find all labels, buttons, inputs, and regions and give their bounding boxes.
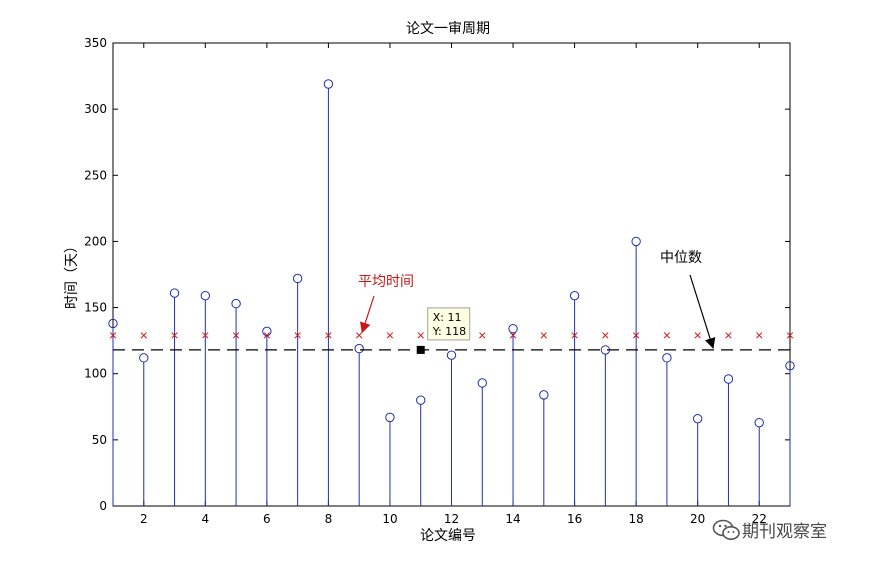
mean-marker	[756, 332, 763, 339]
y-tick-label: 200	[84, 234, 107, 248]
mean-marker	[356, 332, 363, 339]
mean-annotation-arrow	[360, 295, 375, 334]
mean-marker	[602, 332, 609, 339]
x-tick-label: 16	[567, 512, 582, 526]
mean-marker	[263, 332, 271, 339]
stem-marker	[108, 318, 118, 329]
mean-marker	[786, 332, 794, 339]
watermark-text: 期刊观察室	[742, 522, 827, 542]
y-tick-label: 300	[84, 102, 107, 116]
stem-marker	[323, 79, 334, 89]
x-tick-label: 2	[140, 512, 148, 526]
mean-marker	[171, 332, 178, 339]
mean-marker	[479, 332, 486, 339]
mean-marker	[509, 332, 517, 339]
mean-marker	[663, 332, 671, 339]
stem-marker	[631, 236, 641, 247]
datatip-point	[416, 345, 425, 354]
stem-marker	[385, 412, 395, 423]
stem-marker	[754, 417, 764, 428]
stem-marker	[200, 290, 211, 301]
stem-marker	[231, 298, 241, 309]
stem-marker	[723, 374, 734, 384]
mean-marker	[294, 332, 301, 339]
datatip-x-label: X: 11	[433, 311, 462, 324]
x-tick-label: 10	[382, 512, 397, 526]
mean-marker	[109, 332, 117, 339]
y-tick-label: 250	[84, 168, 107, 182]
y-tick-label: 350	[84, 36, 107, 50]
y-tick-label: 150	[84, 301, 107, 315]
stem-marker	[262, 326, 272, 337]
chart-title: 论文一审周期	[406, 21, 490, 37]
datatip-box	[427, 307, 471, 341]
mean-marker	[632, 332, 640, 339]
mean-marker	[725, 332, 732, 339]
mean-marker	[232, 332, 240, 339]
mean-marker	[325, 332, 332, 339]
stem-marker	[508, 324, 518, 334]
y-tick-label: 50	[92, 433, 107, 447]
x-tick-label: 18	[628, 512, 643, 526]
mean-marker	[417, 332, 424, 339]
median-annotation-label: 中位数	[660, 250, 702, 266]
mean-annotation-label: 平均时间	[358, 274, 414, 290]
stem-marker	[785, 361, 795, 371]
x-tick-label: 20	[690, 512, 705, 526]
watermark: 期刊观察室	[712, 517, 827, 542]
mean-marker	[202, 332, 209, 339]
x-tick-label: 14	[505, 512, 520, 526]
x-tick-label: 12	[444, 512, 459, 526]
x-tick-label: 22	[752, 512, 767, 526]
stem-marker	[292, 273, 303, 284]
stem-marker	[569, 290, 580, 301]
datatip-y-label: Y: 118	[432, 325, 466, 338]
mean-marker	[571, 332, 578, 339]
y-tick-label: 100	[84, 367, 107, 381]
mean-marker	[540, 332, 547, 339]
stem-marker	[416, 395, 426, 405]
stem-marker	[662, 353, 672, 363]
stem-marker	[477, 378, 487, 388]
stem-marker	[354, 343, 364, 354]
x-axis-label: 论文编号	[420, 528, 476, 544]
x-tick-label: 6	[263, 512, 271, 526]
y-tick-label: 0	[99, 499, 107, 513]
mean-marker	[386, 332, 394, 339]
stem-marker	[446, 350, 457, 360]
stem-marker	[139, 353, 149, 363]
y-axis-label: 时间（天）	[64, 239, 80, 309]
wechat-icon	[712, 519, 740, 540]
stem-marker	[169, 288, 180, 298]
stem-marker	[539, 390, 549, 400]
mean-marker	[140, 332, 147, 339]
mean-marker	[694, 332, 701, 339]
x-tick-label: 8	[325, 512, 333, 526]
stem-marker	[692, 413, 703, 424]
x-tick-label: 4	[201, 512, 209, 526]
median-annotation-arrow	[689, 274, 716, 349]
